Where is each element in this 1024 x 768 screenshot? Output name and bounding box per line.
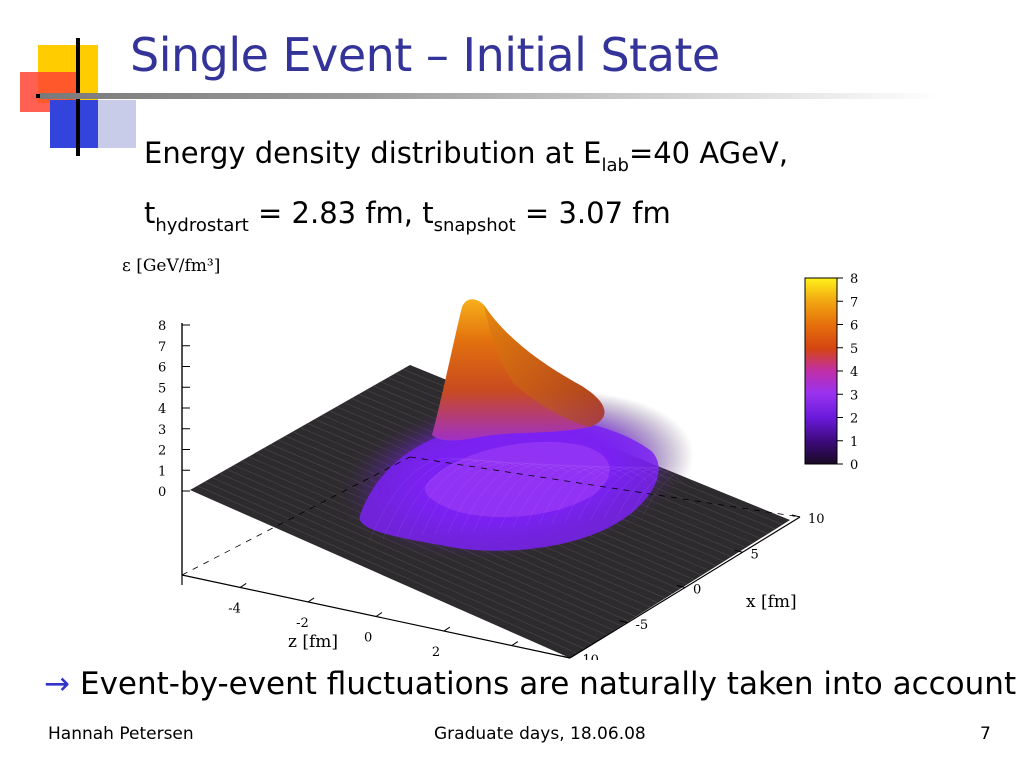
z-fm-tick-label: -4 (228, 601, 241, 616)
slide-logo (20, 38, 136, 156)
mesh-line (369, 457, 466, 541)
x-fm-axis-ticks: 10 5 0 -5 -10 (561, 512, 825, 660)
floor-grid-line (211, 477, 593, 645)
mesh-line (473, 463, 570, 531)
vertical-tick-label: 4 (158, 402, 166, 417)
floor-grid-line (204, 481, 585, 650)
mesh-line (564, 466, 661, 523)
title-underline (40, 93, 940, 99)
colorbar-tick-label: 3 (850, 388, 858, 403)
mesh-line (525, 465, 622, 526)
time-mid: = 2.83 fm, t (248, 196, 434, 230)
x-fm-tick-mark (561, 655, 571, 659)
z-fm-tick-mark (307, 597, 315, 603)
z-fm-tick-mark (443, 626, 451, 632)
mesh-line (577, 466, 674, 521)
vertical-axis-ticks: 8 7 6 5 4 3 2 1 0 (158, 319, 190, 500)
z-fm-tick-label: -2 (296, 616, 309, 631)
z-fm-tick-mark (239, 583, 247, 588)
time-sub-snapshot: snapshot (433, 215, 516, 236)
floor-grid-line (197, 485, 578, 654)
footer-author: Hannah Petersen (48, 724, 194, 744)
mesh-line (447, 462, 544, 533)
surface-peak-shade (484, 305, 605, 427)
colorbar-tick-label: 2 (850, 412, 858, 427)
time-caption: thydrostart = 2.83 fm, tsnapshot = 3.07 … (144, 196, 671, 236)
z-fm-tick-label: 0 (364, 631, 372, 646)
z-fm-tick-mark (375, 612, 383, 617)
z-fm-tick-label: 2 (432, 645, 440, 660)
x-fm-tick-label: 0 (693, 583, 701, 598)
x-fm-axis-label: x [fm] (746, 592, 797, 612)
z-fm-tick-mark (511, 641, 519, 646)
time-end: = 3.07 fm (515, 196, 671, 230)
caption-suffix: =40 AGeV, (628, 136, 789, 170)
vertical-tick-label: 7 (158, 340, 166, 355)
z-fm-axis-label: z [fm] (288, 632, 338, 652)
mesh-line (603, 467, 700, 519)
mesh-line (434, 461, 531, 535)
mesh-line (499, 464, 596, 529)
vertical-tick-label: 6 (158, 361, 166, 376)
mesh-line (382, 458, 479, 539)
x-fm-tick-label: -10 (578, 653, 599, 660)
vertical-tick-label: 3 (158, 423, 166, 438)
mesh-line (642, 467, 739, 515)
colorbar-tick-label: 7 (850, 295, 858, 310)
colorbar-tick-label: 8 (850, 272, 858, 287)
mesh-line (629, 467, 726, 517)
x-fm-tick-label: -5 (636, 618, 649, 633)
mesh-line (616, 467, 713, 518)
colorbar-tick-label: 1 (850, 435, 858, 450)
vertical-tick-label: 8 (158, 319, 166, 334)
mesh-line (421, 461, 518, 536)
x-fm-tick-label: 5 (751, 547, 759, 562)
mesh-line (460, 463, 557, 532)
bullet-point: → Event-by-event fluctuations are natural… (44, 666, 1016, 702)
mesh-line (512, 465, 609, 527)
vertical-tick-label: 5 (158, 381, 166, 396)
surface-bulge-highlight (425, 441, 610, 518)
colorbar-ticks: 8 7 6 5 4 3 2 1 0 (837, 272, 858, 473)
footer-page-number: 7 (980, 724, 991, 744)
colorbar-tick-label: 6 (850, 319, 858, 334)
colorbar-tick-label: 0 (850, 458, 858, 473)
caption-sub-lab: lab (601, 155, 629, 176)
colorbar (804, 277, 838, 465)
mesh-line (538, 466, 635, 525)
x-fm-tick-label: 10 (808, 512, 825, 527)
x-fm-tick-mark (619, 620, 628, 624)
surface-mesh (369, 457, 739, 541)
time-sub-hydrostart: hydrostart (155, 215, 249, 236)
mesh-line (486, 464, 583, 530)
plot-box-back-dashed (181, 456, 801, 576)
x-fm-tick-mark (791, 514, 801, 518)
vertical-tick-label: 1 (158, 464, 166, 479)
time-t1: t (144, 196, 156, 230)
vertical-tick-label: 0 (158, 485, 166, 500)
caption-prefix: Energy density distribution at E (144, 136, 602, 170)
z-fm-axis-ticks: -4-2024 (228, 583, 519, 660)
mesh-line (590, 467, 687, 520)
x-fm-tick-mark (734, 549, 743, 553)
z-axis-label: ε [GeV/fm³] (122, 256, 220, 276)
arrow-icon: → (44, 666, 70, 702)
mesh-line (408, 460, 505, 537)
footer-event: Graduate days, 18.06.08 (434, 724, 646, 744)
slide-title: Single Event – Initial State (130, 28, 720, 82)
mesh-line (395, 459, 492, 538)
x-fm-tick-mark (676, 585, 686, 588)
vertical-tick-label: 2 (158, 444, 166, 459)
bullet-text: Event-by-event fluctuations are naturall… (79, 666, 1017, 702)
mesh-line (551, 466, 648, 524)
energy-density-caption: Energy density distribution at Elab=40 A… (144, 136, 789, 176)
colorbar-tick-label: 5 (850, 342, 858, 357)
colorbar-tick-label: 4 (850, 365, 858, 380)
floor-grid-line (219, 473, 600, 640)
